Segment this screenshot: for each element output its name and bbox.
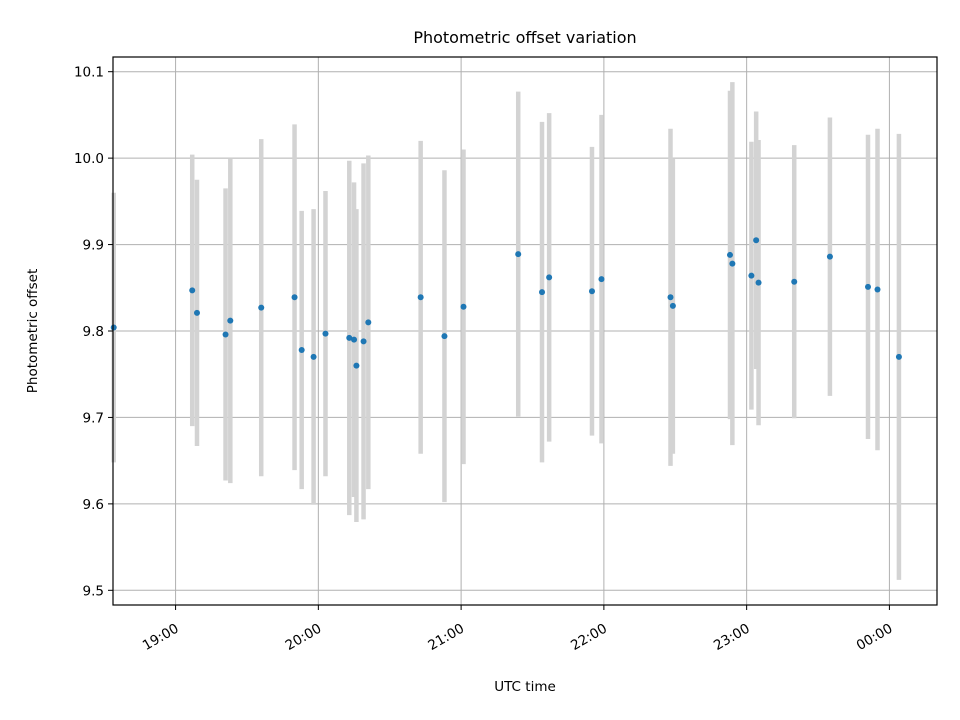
y-tick-label: 10.0 <box>74 151 104 167</box>
data-point <box>360 338 367 345</box>
data-point <box>291 294 298 301</box>
data-point <box>189 287 196 294</box>
data-point <box>874 286 881 293</box>
data-point <box>353 362 360 369</box>
y-tick-label: 9.8 <box>83 324 104 340</box>
y-tick-label: 9.6 <box>83 497 104 513</box>
data-point <box>110 324 117 331</box>
data-point <box>460 303 467 310</box>
data-point <box>755 279 762 286</box>
data-point <box>222 331 229 338</box>
data-point <box>298 347 305 354</box>
data-point <box>748 272 755 279</box>
data-point <box>726 251 733 258</box>
data-point <box>441 333 448 340</box>
data-point <box>729 260 736 267</box>
chart-title: Photometric offset variation <box>413 28 636 47</box>
data-point <box>598 276 605 283</box>
data-point <box>417 294 424 301</box>
data-point <box>546 274 553 281</box>
data-points <box>110 237 902 369</box>
y-tick-label: 9.9 <box>83 238 104 254</box>
data-point <box>227 317 234 324</box>
data-point <box>515 251 522 258</box>
data-point <box>322 330 329 337</box>
data-point <box>826 253 833 260</box>
y-tick-label: 10.1 <box>74 65 104 81</box>
data-point <box>365 319 372 326</box>
data-point <box>895 353 902 360</box>
data-point <box>669 302 676 309</box>
grid <box>113 57 937 605</box>
data-point <box>351 336 358 343</box>
y-tick-label: 9.7 <box>83 410 104 426</box>
data-point <box>310 353 317 360</box>
data-point <box>588 288 595 295</box>
data-point <box>193 309 200 316</box>
data-point <box>667 294 674 301</box>
y-axis-label: Photometric offset <box>25 269 41 393</box>
data-point <box>346 334 353 341</box>
data-point <box>864 283 871 290</box>
y-tick-label: 9.5 <box>83 583 104 599</box>
data-point <box>258 304 265 311</box>
data-point <box>753 237 760 244</box>
data-point <box>539 289 546 296</box>
x-axis-label: UTC time <box>494 679 556 695</box>
data-point <box>791 278 798 285</box>
